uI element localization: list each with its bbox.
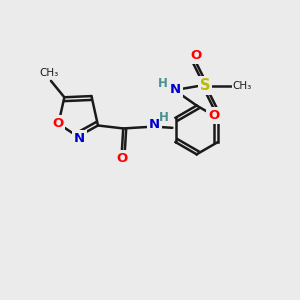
Text: O: O (116, 152, 128, 165)
Text: O: O (208, 109, 220, 122)
Text: O: O (190, 50, 202, 62)
Text: CH₃: CH₃ (233, 81, 252, 91)
Text: O: O (52, 117, 64, 130)
Text: CH₃: CH₃ (40, 68, 59, 78)
Text: S: S (200, 78, 210, 93)
Text: H: H (158, 77, 168, 90)
Text: H: H (159, 111, 169, 124)
Text: N: N (74, 132, 85, 145)
Text: N: N (148, 118, 160, 131)
Text: N: N (170, 83, 181, 96)
